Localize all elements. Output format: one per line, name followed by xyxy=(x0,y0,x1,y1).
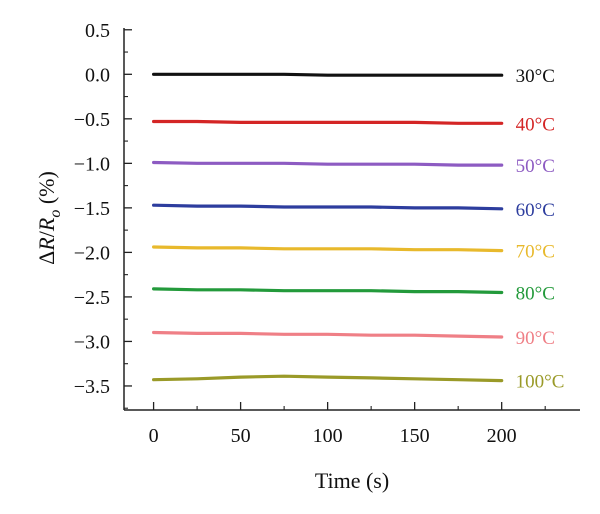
series-label: 30°C xyxy=(516,66,555,87)
series-group xyxy=(152,72,504,383)
y-tick-label: 0.0 xyxy=(85,64,110,86)
y-axis-title-subscript: o xyxy=(47,210,64,218)
y-axis-title-slash: / xyxy=(34,230,59,237)
y-axis-title-delta: Δ xyxy=(34,251,59,265)
series-labels: 30°C 40°C 50°C 60°C 70°C 80°C 90°C 100°C xyxy=(516,66,565,392)
y-tick-label: −2.0 xyxy=(74,242,110,264)
series-label: 90°C xyxy=(516,328,555,349)
series-label: 40°C xyxy=(516,114,555,135)
y-tick-label: −1.0 xyxy=(74,153,110,175)
y-tick-label: −3.5 xyxy=(74,376,110,398)
y-axis-title-r: R xyxy=(34,237,59,252)
x-ticks: 0 50 100 150 200 xyxy=(149,402,546,447)
y-tick-label: 0.5 xyxy=(85,20,110,42)
y-axis-title-unit: (%) xyxy=(34,171,59,209)
series-label: 100°C xyxy=(516,372,565,393)
series-line xyxy=(152,374,504,383)
series-line xyxy=(152,72,504,77)
y-tick-label: −3.0 xyxy=(74,331,110,353)
series-line xyxy=(152,287,504,295)
series-line xyxy=(152,203,504,211)
series-label: 50°C xyxy=(516,156,555,177)
y-tick-label: −1.5 xyxy=(74,198,110,220)
x-tick-label: 150 xyxy=(400,425,430,447)
x-tick-label: 100 xyxy=(313,425,343,447)
series-line xyxy=(152,119,504,125)
x-tick-label: 0 xyxy=(149,425,159,447)
x-axis-title: Time (s) xyxy=(315,468,389,493)
series-line xyxy=(152,245,504,253)
series-label: 70°C xyxy=(516,242,555,263)
series-label: 60°C xyxy=(516,200,555,221)
x-tick-label: 50 xyxy=(231,425,251,447)
y-tick-label: −2.5 xyxy=(74,287,110,309)
series-label: 80°C xyxy=(516,283,555,304)
y-tick-label: −0.5 xyxy=(74,109,110,131)
series-line xyxy=(152,330,504,339)
y-axis-title-ro: R xyxy=(34,217,59,232)
series-line xyxy=(152,160,504,167)
x-tick-label: 200 xyxy=(487,425,517,447)
y-axis-title: ΔR/Ro (%) xyxy=(34,171,64,265)
y-ticks: 0.5 0.0 −0.5 −1.0 −1.5 −2.0 −2.5 −3.0 −3.5 xyxy=(74,20,132,409)
axes xyxy=(123,28,580,411)
